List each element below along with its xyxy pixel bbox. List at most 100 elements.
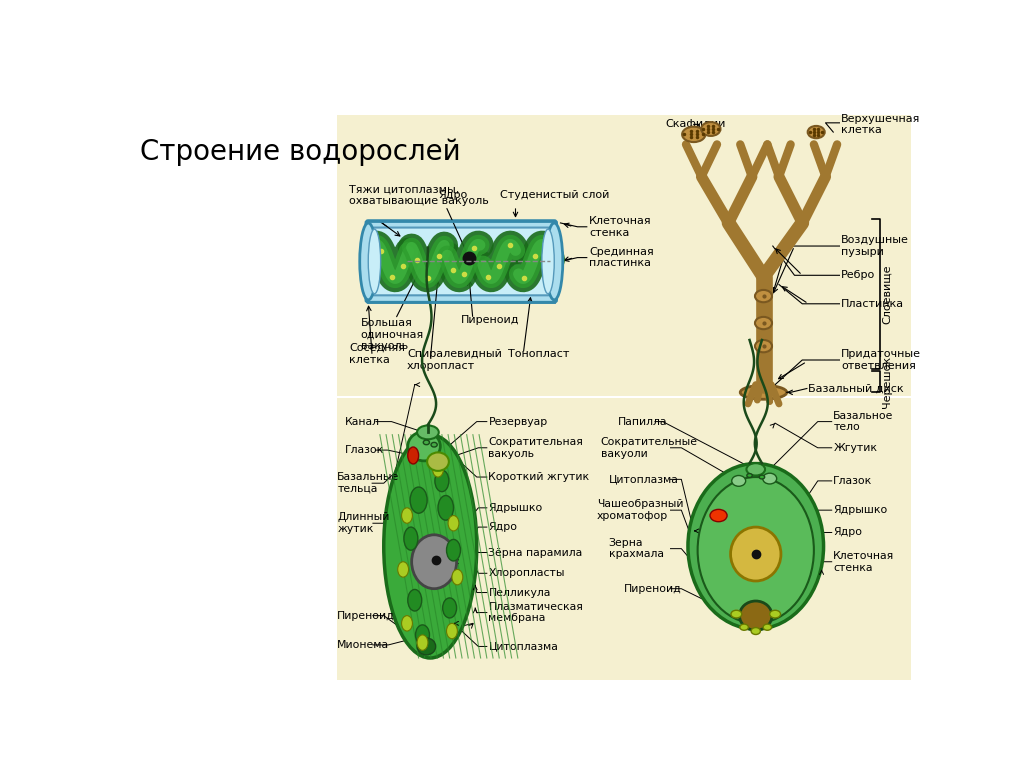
Ellipse shape	[417, 638, 435, 655]
Ellipse shape	[397, 561, 409, 577]
Text: Длинный
жутик: Длинный жутик	[337, 512, 389, 534]
Ellipse shape	[423, 440, 429, 445]
Ellipse shape	[449, 515, 459, 531]
Ellipse shape	[435, 470, 449, 492]
Text: Канал: Канал	[345, 416, 380, 426]
Ellipse shape	[416, 625, 429, 645]
Text: Слоевище: Слоевище	[882, 264, 892, 324]
Bar	[337, 115, 910, 397]
Bar	[337, 399, 910, 680]
Text: Воздушные
пузыри: Воздушные пузыри	[841, 235, 909, 257]
Text: Пластинка: Пластинка	[841, 299, 904, 309]
Ellipse shape	[770, 611, 780, 618]
Ellipse shape	[452, 569, 463, 585]
Ellipse shape	[755, 340, 772, 352]
Text: Пиреноид: Пиреноид	[337, 611, 395, 621]
Ellipse shape	[755, 317, 772, 329]
Text: Соседняя
клетка: Соседняя клетка	[349, 343, 404, 364]
Ellipse shape	[739, 601, 772, 630]
Text: Придаточные
ответвления: Придаточные ответвления	[841, 349, 921, 370]
Ellipse shape	[412, 535, 457, 589]
Ellipse shape	[751, 627, 761, 634]
FancyBboxPatch shape	[366, 221, 557, 302]
Ellipse shape	[417, 426, 438, 439]
Ellipse shape	[442, 598, 457, 618]
Ellipse shape	[369, 229, 381, 294]
Ellipse shape	[542, 229, 554, 294]
Ellipse shape	[701, 122, 721, 136]
Ellipse shape	[403, 527, 418, 550]
Text: Цитоплазма: Цитоплазма	[488, 641, 558, 651]
Text: Строение водорослей: Строение водорослей	[139, 138, 460, 166]
Ellipse shape	[740, 624, 749, 630]
Ellipse shape	[746, 473, 753, 477]
Text: Ядрышко: Ядрышко	[488, 503, 543, 513]
Text: Пелликула: Пелликула	[488, 588, 551, 597]
Text: Цитоплазма: Цитоплазма	[608, 474, 678, 484]
Text: Пиреноид: Пиреноид	[461, 315, 520, 325]
Ellipse shape	[740, 385, 786, 400]
Ellipse shape	[431, 443, 437, 447]
Text: Короткий жгутик: Короткий жгутик	[488, 472, 590, 482]
Ellipse shape	[446, 539, 461, 561]
Text: Базальные
тельца: Базальные тельца	[337, 472, 399, 494]
Ellipse shape	[759, 475, 765, 479]
Ellipse shape	[446, 624, 458, 639]
Text: Ядро: Ядро	[834, 528, 862, 538]
Ellipse shape	[427, 453, 449, 471]
Text: Тяжи цитоплазмы,
охватывающие вакуоль: Тяжи цитоплазмы, охватывающие вакуоль	[349, 184, 488, 206]
Ellipse shape	[359, 223, 377, 300]
Text: Резервуар: Резервуар	[488, 416, 548, 426]
Text: Ребро: Ребро	[841, 270, 876, 280]
Ellipse shape	[688, 463, 823, 629]
Text: Зёрна парамила: Зёрна парамила	[488, 548, 583, 558]
Ellipse shape	[755, 290, 772, 302]
Text: Пиреноид: Пиреноид	[624, 584, 682, 594]
Ellipse shape	[384, 435, 477, 658]
Ellipse shape	[410, 487, 427, 513]
Text: Плазматическая
мембрана: Плазматическая мембрана	[488, 602, 584, 624]
Ellipse shape	[417, 635, 428, 650]
Ellipse shape	[730, 527, 781, 581]
Text: Скафидии: Скафидии	[665, 120, 725, 130]
Text: Ядрышко: Ядрышко	[834, 505, 888, 515]
Ellipse shape	[697, 477, 814, 624]
Text: Мионема: Мионема	[337, 640, 389, 650]
Text: Спиралевидный
хлоропласт: Спиралевидный хлоропласт	[407, 349, 502, 370]
Text: Ядро: Ядро	[488, 522, 517, 532]
Text: Верхушечная
клетка: Верхушечная клетка	[841, 114, 921, 135]
Ellipse shape	[401, 616, 413, 631]
Text: Студенистый слой: Студенистый слой	[500, 190, 609, 200]
Ellipse shape	[408, 447, 419, 464]
Text: Черешок: Черешок	[882, 355, 892, 407]
Ellipse shape	[682, 127, 706, 142]
Text: Базальное
тело: Базальное тело	[834, 411, 894, 433]
Ellipse shape	[746, 463, 765, 476]
Text: Большая
одиночная
вакуоль: Большая одиночная вакуоль	[360, 318, 424, 351]
Text: Чашеобразный
хроматофор: Чашеобразный хроматофор	[597, 499, 683, 521]
Ellipse shape	[710, 509, 727, 522]
Text: Папилла: Папилла	[617, 416, 668, 426]
Text: Жгутик: Жгутик	[834, 443, 878, 453]
Ellipse shape	[438, 495, 454, 520]
FancyBboxPatch shape	[373, 228, 550, 295]
Ellipse shape	[408, 590, 422, 611]
Ellipse shape	[546, 223, 563, 300]
Ellipse shape	[732, 476, 745, 486]
Text: Сократительная
вакуоль: Сократительная вакуоль	[488, 437, 584, 459]
Text: Ядро: Ядро	[438, 190, 467, 200]
Text: Хлоропласты: Хлоропласты	[488, 568, 565, 578]
Text: Клеточная
стенка: Клеточная стенка	[589, 216, 651, 238]
Text: Зерна
крахмала: Зерна крахмала	[608, 538, 664, 559]
Text: Клеточная
стенка: Клеточная стенка	[834, 551, 895, 572]
Text: Сократительные
вакуоли: Сократительные вакуоли	[601, 437, 697, 459]
Ellipse shape	[808, 126, 824, 138]
Ellipse shape	[408, 432, 440, 461]
Text: Тонопласт: Тонопласт	[508, 349, 569, 359]
Text: Базальный диск: Базальный диск	[809, 384, 904, 393]
Text: Глазок: Глазок	[834, 476, 872, 486]
Ellipse shape	[401, 508, 413, 523]
Ellipse shape	[763, 624, 772, 630]
Ellipse shape	[731, 611, 741, 618]
Ellipse shape	[432, 462, 443, 477]
